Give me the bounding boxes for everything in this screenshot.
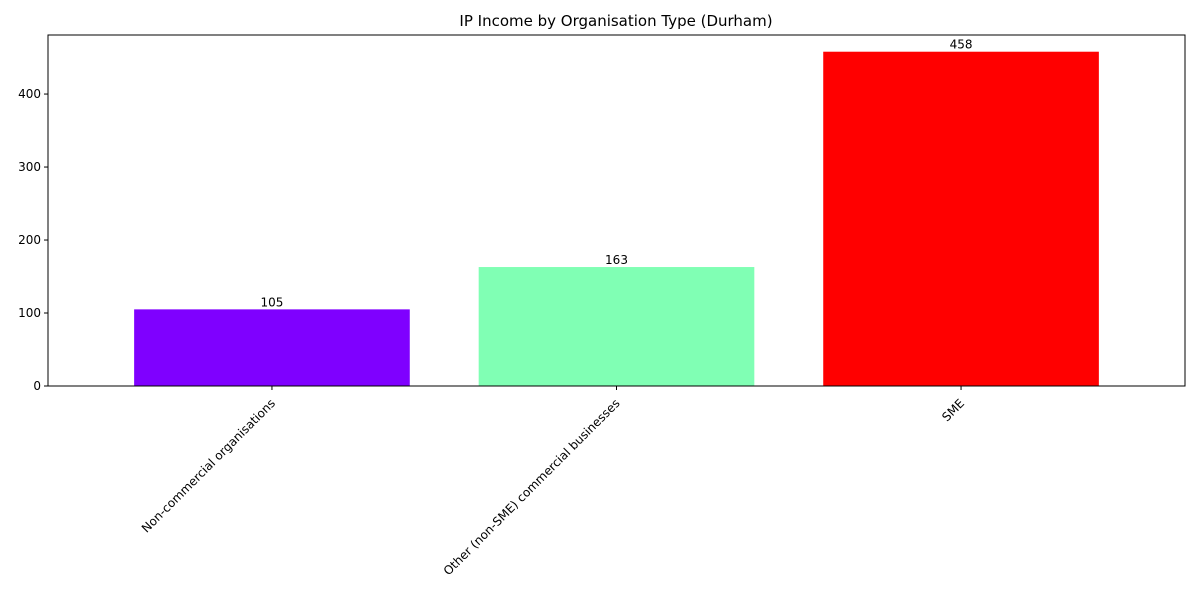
x-tick-label-1: Non-commercial organisations bbox=[139, 396, 278, 535]
value-label-3: 458 bbox=[950, 38, 973, 52]
x-axis: Non-commercial organisations Other (non-S… bbox=[139, 386, 967, 578]
value-labels: 105 163 458 bbox=[261, 38, 973, 310]
x-tick-label-2: Other (non-SME) commercial businesses bbox=[441, 396, 623, 578]
x-tick-label-3: SME bbox=[939, 396, 967, 424]
y-tick-label-1: 100 bbox=[18, 306, 41, 320]
y-tick-label-2: 200 bbox=[18, 233, 41, 247]
bar-3 bbox=[823, 51, 1099, 386]
bars-layer bbox=[134, 51, 1099, 386]
y-axis: 0 100 200 300 400 bbox=[18, 87, 48, 393]
value-label-1: 105 bbox=[261, 295, 284, 309]
value-label-2: 163 bbox=[605, 253, 628, 267]
bar-2 bbox=[478, 267, 755, 386]
y-tick-label-0: 0 bbox=[33, 379, 41, 393]
plot-frame bbox=[47, 34, 1186, 387]
bar-1 bbox=[134, 309, 410, 386]
chart-title: IP Income by Organisation Type (Durham) bbox=[459, 12, 772, 30]
y-tick-label-4: 400 bbox=[18, 87, 41, 101]
y-tick-label-3: 300 bbox=[18, 160, 41, 174]
